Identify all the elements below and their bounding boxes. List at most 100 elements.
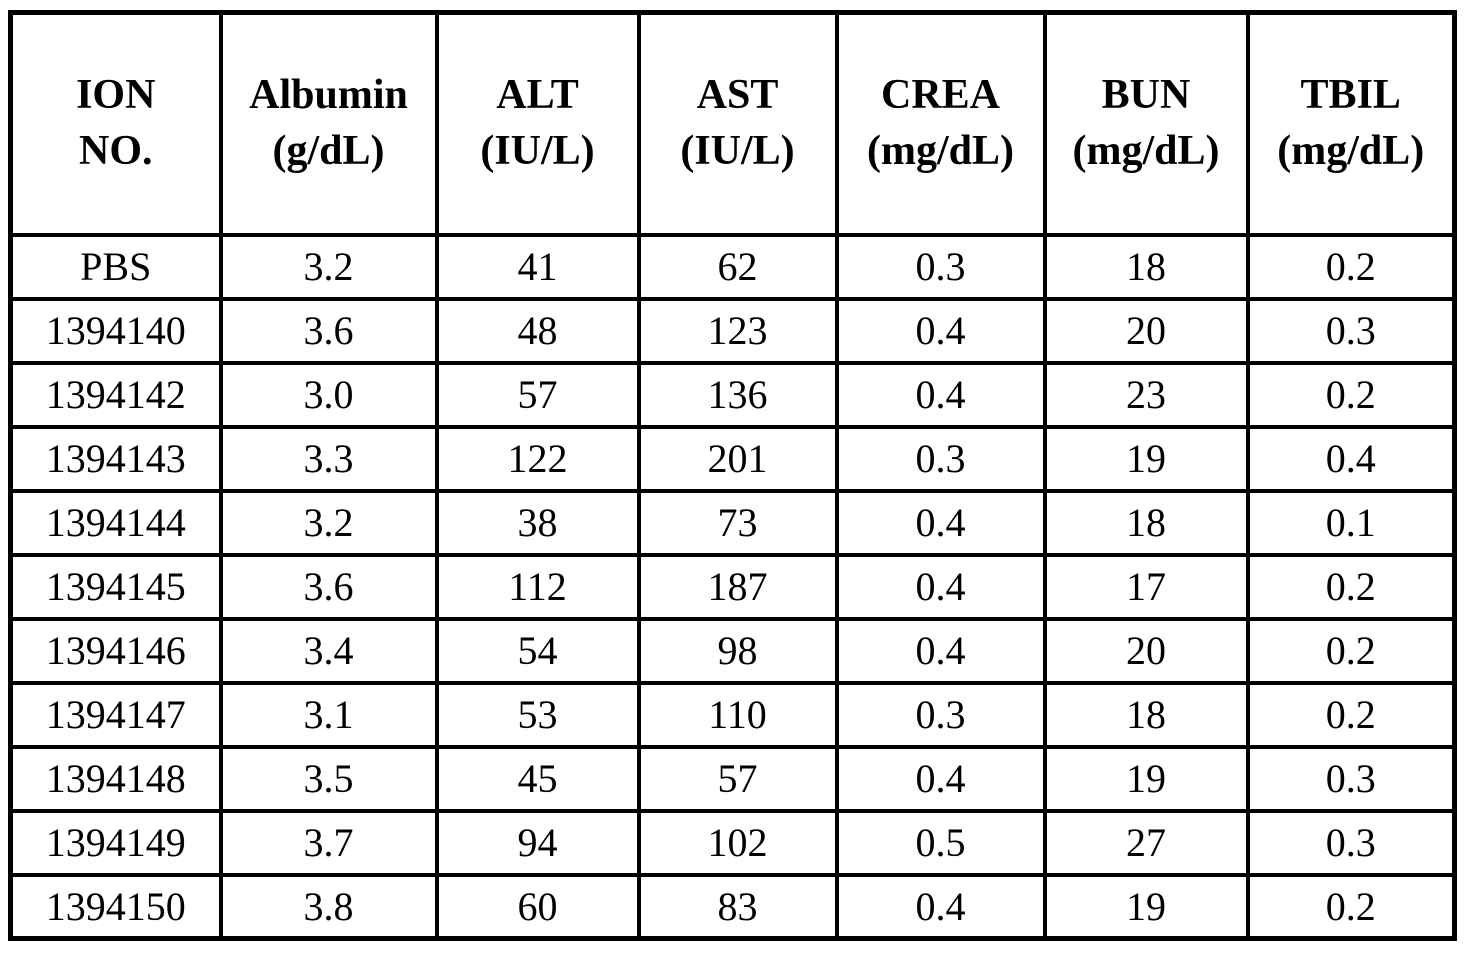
tbil-cell: 0.2 xyxy=(1245,872,1457,941)
column-title: Albumin xyxy=(249,72,408,119)
row-id-cell: 1394140 xyxy=(8,296,223,365)
albumin-cell: 3.0 xyxy=(218,360,439,429)
albumin-cell: 3.2 xyxy=(218,488,439,557)
tbil-cell: 0.2 xyxy=(1245,232,1457,301)
table-row: 1394145 3.6 112 187 0.4 17 0.2 xyxy=(8,552,1457,621)
alt-cell: 41 xyxy=(434,232,641,301)
ast-cell: 123 xyxy=(636,296,839,365)
row-id-cell: 1394148 xyxy=(8,744,223,813)
alt-cell: 53 xyxy=(434,680,641,749)
row-id-cell: PBS xyxy=(8,232,223,301)
bun-cell: 23 xyxy=(1042,360,1250,429)
ast-cell: 136 xyxy=(636,360,839,429)
crea-cell: 0.3 xyxy=(834,424,1047,493)
crea-cell: 0.4 xyxy=(834,296,1047,365)
bun-cell: 20 xyxy=(1042,296,1250,365)
crea-cell: 0.4 xyxy=(834,744,1047,813)
table-row: 1394148 3.5 45 57 0.4 19 0.3 xyxy=(8,744,1457,813)
ast-cell: 83 xyxy=(636,872,839,941)
alt-cell: 38 xyxy=(434,488,641,557)
column-title: ION xyxy=(76,72,156,119)
column-title: ALT xyxy=(496,72,579,119)
column-header-ion-no: ION NO. xyxy=(8,10,223,237)
albumin-cell: 3.1 xyxy=(218,680,439,749)
albumin-cell: 3.7 xyxy=(218,808,439,877)
column-header-tbil: TBIL (mg/dL) xyxy=(1245,10,1457,237)
tbil-cell: 0.2 xyxy=(1245,680,1457,749)
tbil-cell: 0.2 xyxy=(1245,552,1457,621)
header-row: ION NO. Albumin (g/dL) ALT (IU/L) AST (I… xyxy=(8,10,1457,237)
table-row: 1394147 3.1 53 110 0.3 18 0.2 xyxy=(8,680,1457,749)
alt-cell: 48 xyxy=(434,296,641,365)
column-header-bun: BUN (mg/dL) xyxy=(1042,10,1250,237)
column-unit: (mg/dL) xyxy=(867,127,1014,174)
albumin-cell: 3.8 xyxy=(218,872,439,941)
row-id-cell: 1394147 xyxy=(8,680,223,749)
row-id-cell: 1394149 xyxy=(8,808,223,877)
column-unit: (g/dL) xyxy=(272,127,385,174)
tbil-cell: 0.2 xyxy=(1245,360,1457,429)
ast-cell: 102 xyxy=(636,808,839,877)
table-row: 1394149 3.7 94 102 0.5 27 0.3 xyxy=(8,808,1457,877)
ast-cell: 187 xyxy=(636,552,839,621)
bun-cell: 18 xyxy=(1042,680,1250,749)
ast-cell: 57 xyxy=(636,744,839,813)
albumin-cell: 3.6 xyxy=(218,552,439,621)
table-row: 1394144 3.2 38 73 0.4 18 0.1 xyxy=(8,488,1457,557)
albumin-cell: 3.6 xyxy=(218,296,439,365)
column-title: BUN xyxy=(1101,72,1191,119)
column-unit: (mg/dL) xyxy=(1277,127,1425,174)
crea-cell: 0.4 xyxy=(834,488,1047,557)
bun-cell: 20 xyxy=(1042,616,1250,685)
column-title: TBIL xyxy=(1300,72,1401,119)
ast-cell: 73 xyxy=(636,488,839,557)
alt-cell: 60 xyxy=(434,872,641,941)
row-id-cell: 1394142 xyxy=(8,360,223,429)
crea-cell: 0.4 xyxy=(834,552,1047,621)
table-row: PBS 3.2 41 62 0.3 18 0.2 xyxy=(8,232,1457,301)
bun-cell: 18 xyxy=(1042,488,1250,557)
ast-cell: 110 xyxy=(636,680,839,749)
albumin-cell: 3.2 xyxy=(218,232,439,301)
column-header-crea: CREA (mg/dL) xyxy=(834,10,1047,237)
crea-cell: 0.5 xyxy=(834,808,1047,877)
column-unit: (IU/L) xyxy=(680,127,795,174)
bun-cell: 27 xyxy=(1042,808,1250,877)
row-id-cell: 1394145 xyxy=(8,552,223,621)
bun-cell: 19 xyxy=(1042,744,1250,813)
table-header: ION NO. Albumin (g/dL) ALT (IU/L) AST (I… xyxy=(8,10,1457,237)
crea-cell: 0.3 xyxy=(834,680,1047,749)
crea-cell: 0.4 xyxy=(834,616,1047,685)
ast-cell: 98 xyxy=(636,616,839,685)
table-row: 1394150 3.8 60 83 0.4 19 0.2 xyxy=(8,872,1457,941)
row-id-cell: 1394150 xyxy=(8,872,223,941)
row-id-cell: 1394143 xyxy=(8,424,223,493)
alt-cell: 122 xyxy=(434,424,641,493)
bun-cell: 19 xyxy=(1042,424,1250,493)
tbil-cell: 0.3 xyxy=(1245,808,1457,877)
table-body: PBS 3.2 41 62 0.3 18 0.2 1394140 3.6 48 … xyxy=(8,232,1457,941)
column-header-ast: AST (IU/L) xyxy=(636,10,839,237)
alt-cell: 112 xyxy=(434,552,641,621)
table-row: 1394140 3.6 48 123 0.4 20 0.3 xyxy=(8,296,1457,365)
column-header-albumin: Albumin (g/dL) xyxy=(218,10,439,237)
column-unit: (mg/dL) xyxy=(1072,127,1220,174)
table-row: 1394146 3.4 54 98 0.4 20 0.2 xyxy=(8,616,1457,685)
bun-cell: 18 xyxy=(1042,232,1250,301)
albumin-cell: 3.5 xyxy=(218,744,439,813)
alt-cell: 57 xyxy=(434,360,641,429)
tbil-cell: 0.3 xyxy=(1245,744,1457,813)
crea-cell: 0.3 xyxy=(834,232,1047,301)
tbil-cell: 0.2 xyxy=(1245,616,1457,685)
row-id-cell: 1394146 xyxy=(8,616,223,685)
alt-cell: 54 xyxy=(434,616,641,685)
column-unit: NO. xyxy=(79,127,153,174)
table-row: 1394142 3.0 57 136 0.4 23 0.2 xyxy=(8,360,1457,429)
bun-cell: 17 xyxy=(1042,552,1250,621)
bun-cell: 19 xyxy=(1042,872,1250,941)
row-id-cell: 1394144 xyxy=(8,488,223,557)
crea-cell: 0.4 xyxy=(834,360,1047,429)
column-header-alt: ALT (IU/L) xyxy=(434,10,641,237)
ast-cell: 201 xyxy=(636,424,839,493)
